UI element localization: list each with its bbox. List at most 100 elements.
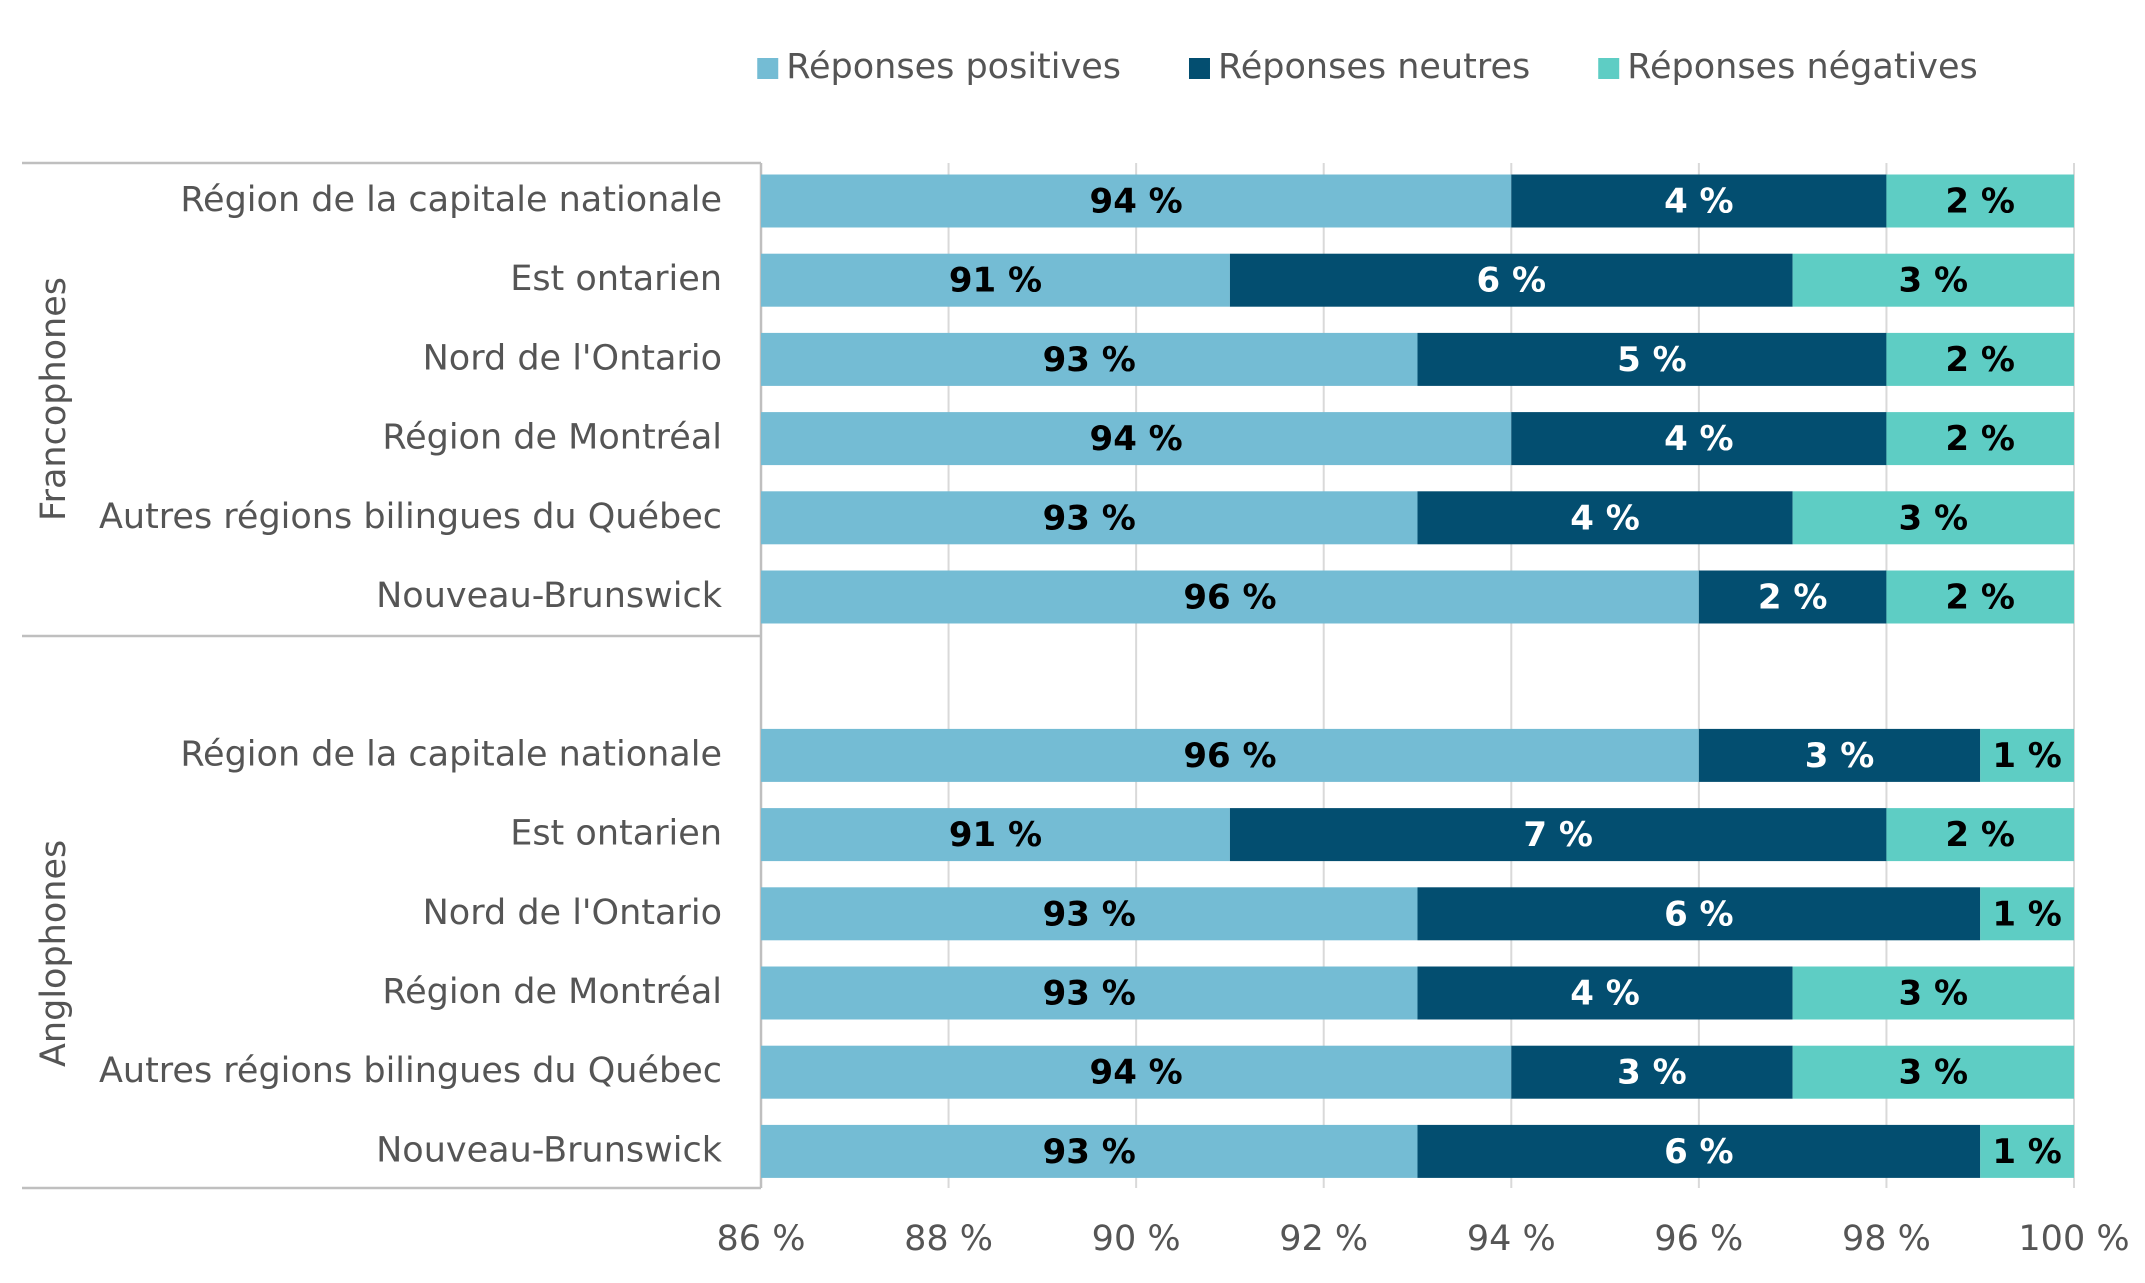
value-label: 91 % bbox=[949, 261, 1042, 301]
value-label: 93 % bbox=[1043, 894, 1136, 934]
bar-segment bbox=[1417, 966, 1793, 1020]
bar-segment bbox=[1511, 1045, 1793, 1099]
bar-segment bbox=[761, 174, 1512, 228]
value-label: 3 % bbox=[1805, 736, 1875, 776]
category-label: Autres régions bilingues du Québec bbox=[99, 497, 722, 537]
value-label: 94 % bbox=[1090, 182, 1183, 222]
bar-segment bbox=[1698, 728, 1981, 782]
value-label: 6 % bbox=[1477, 261, 1547, 301]
value-label: 94 % bbox=[1090, 1053, 1183, 1093]
bar-segment bbox=[761, 1045, 1512, 1099]
bar-segment bbox=[761, 412, 1512, 466]
value-label: 7 % bbox=[1523, 815, 1593, 855]
bar-segment bbox=[1417, 887, 1981, 941]
category-label: Nord de l'Ontario bbox=[423, 893, 722, 933]
value-label: 4 % bbox=[1664, 419, 1734, 459]
value-label: 2 % bbox=[1945, 340, 2015, 380]
category-label: Région de la capitale nationale bbox=[180, 734, 722, 774]
bar-segment bbox=[1886, 174, 2074, 228]
value-label: 91 % bbox=[949, 815, 1042, 855]
bar-segment bbox=[1886, 570, 2074, 624]
bar-segment bbox=[761, 887, 1418, 941]
category-label: Autres régions bilingues du Québec bbox=[99, 1051, 722, 1091]
group-label: Anglophones bbox=[34, 840, 74, 1067]
x-tick-label: 96 % bbox=[1654, 1219, 1743, 1259]
value-label: 2 % bbox=[1758, 578, 1828, 618]
value-label: 2 % bbox=[1945, 578, 2015, 618]
bar-segment bbox=[1229, 808, 1887, 862]
value-label: 2 % bbox=[1945, 815, 2015, 855]
x-tick-label: 100 % bbox=[2018, 1219, 2129, 1259]
value-label: 3 % bbox=[1899, 1053, 1969, 1093]
x-tick-label: 88 % bbox=[904, 1219, 993, 1259]
legend-label: Réponses neutres bbox=[1218, 47, 1530, 87]
bar-segment bbox=[761, 808, 1230, 862]
value-label: 93 % bbox=[1043, 1132, 1136, 1172]
bar-segment bbox=[1792, 491, 2074, 545]
value-label: 3 % bbox=[1899, 498, 1969, 538]
bar-segment bbox=[1417, 491, 1793, 545]
value-label: 4 % bbox=[1570, 498, 1640, 538]
bar-segment bbox=[1792, 966, 2074, 1020]
bar-segment bbox=[761, 1124, 1418, 1178]
x-tick-label: 86 % bbox=[717, 1219, 806, 1259]
value-label: 2 % bbox=[1945, 182, 2015, 222]
value-label: 6 % bbox=[1664, 894, 1734, 934]
category-label: Nouveau-Brunswick bbox=[376, 1130, 723, 1170]
value-label: 93 % bbox=[1043, 974, 1136, 1014]
legend-swatch bbox=[757, 58, 779, 79]
value-label: 93 % bbox=[1043, 498, 1136, 538]
bar-segment bbox=[1511, 412, 1887, 466]
value-label: 1 % bbox=[1992, 736, 2062, 776]
bar-segment bbox=[1886, 412, 2074, 466]
bar-segment bbox=[1980, 1124, 2074, 1178]
value-label: 6 % bbox=[1664, 1132, 1734, 1172]
bar-segment bbox=[1980, 887, 2074, 941]
bar-segment bbox=[761, 491, 1418, 545]
legend-label: Réponses négatives bbox=[1627, 47, 1978, 87]
bar-segment bbox=[761, 253, 1230, 307]
bar-segment bbox=[761, 728, 1699, 782]
value-label: 96 % bbox=[1183, 736, 1276, 776]
legend-swatch bbox=[1188, 58, 1210, 79]
x-tick-label: 94 % bbox=[1467, 1219, 1556, 1259]
bar-segment bbox=[1886, 808, 2074, 862]
value-label: 2 % bbox=[1945, 419, 2015, 459]
value-label: 3 % bbox=[1899, 261, 1969, 301]
category-label: Région de Montréal bbox=[382, 418, 722, 458]
bar-segment bbox=[1417, 1124, 1981, 1178]
legend: Réponses positives Réponses neutres Répons… bbox=[757, 47, 1978, 87]
value-label: 96 % bbox=[1183, 578, 1276, 618]
bar-segment bbox=[761, 332, 1418, 386]
bar-segment bbox=[1792, 1045, 2074, 1099]
legend-swatch bbox=[1598, 58, 1620, 79]
bar-segment bbox=[1511, 174, 1887, 228]
bar-segment bbox=[1792, 253, 2074, 307]
value-label: 5 % bbox=[1617, 340, 1687, 380]
value-label: 3 % bbox=[1899, 974, 1969, 1014]
category-label: Est ontarien bbox=[510, 814, 722, 854]
value-label: 94 % bbox=[1090, 419, 1183, 459]
bar-segment bbox=[1698, 570, 1887, 624]
category-label: Est ontarien bbox=[510, 259, 722, 299]
x-tick-label: 90 % bbox=[1092, 1219, 1181, 1259]
legend-label: Réponses positives bbox=[786, 47, 1121, 87]
x-tick-label: 92 % bbox=[1279, 1219, 1368, 1259]
value-label: 4 % bbox=[1570, 974, 1640, 1014]
category-label: Nouveau-Brunswick bbox=[376, 576, 723, 616]
bar-segment bbox=[1229, 253, 1793, 307]
value-label: 3 % bbox=[1617, 1053, 1687, 1093]
bar-segment bbox=[761, 570, 1699, 624]
value-label: 93 % bbox=[1043, 340, 1136, 380]
value-label: 4 % bbox=[1664, 182, 1734, 222]
value-label: 1 % bbox=[1992, 1132, 2062, 1172]
bar-segment bbox=[1980, 728, 2074, 782]
bar-segment bbox=[761, 966, 1418, 1020]
group-label: Francophones bbox=[34, 277, 74, 521]
category-label: Région de la capitale nationale bbox=[180, 180, 722, 220]
category-label: Nord de l'Ontario bbox=[423, 338, 722, 378]
bar-segment bbox=[1417, 332, 1887, 386]
x-tick-label: 98 % bbox=[1842, 1219, 1931, 1259]
bar-segment bbox=[1886, 332, 2074, 386]
